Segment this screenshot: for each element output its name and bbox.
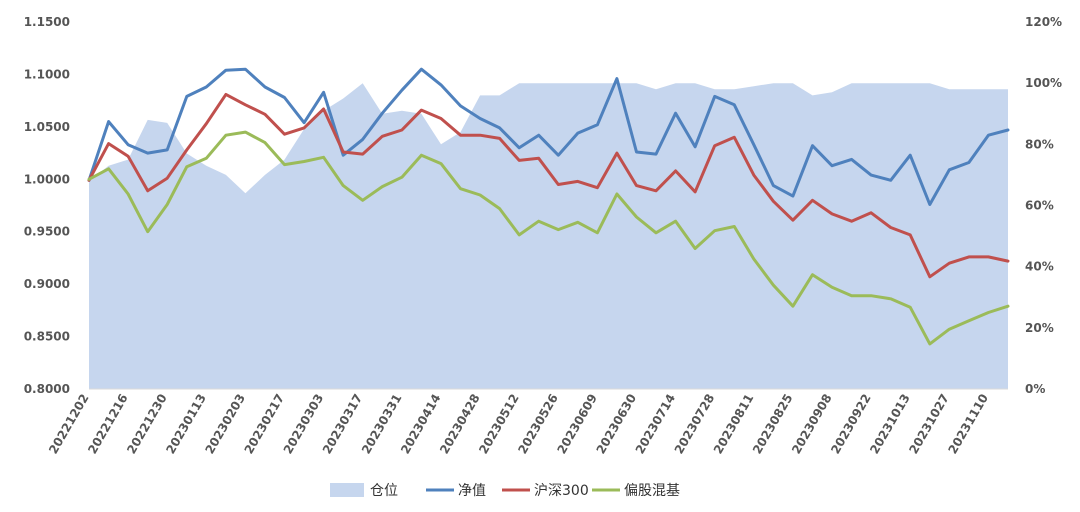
legend-swatch-area xyxy=(330,483,364,497)
right-axis: 0% 20% 40% 60% 80% 100% 120% xyxy=(1025,15,1062,396)
series-area-position xyxy=(89,83,1008,389)
x-tick-label: 20231027 xyxy=(906,391,952,456)
x-tick-label: 20230526 xyxy=(515,392,561,457)
left-tick-label: 1.1500 xyxy=(24,15,70,29)
left-tick-label: 1.0500 xyxy=(24,120,70,134)
x-tick-label: 20230714 xyxy=(633,392,679,457)
x-tick-label: 20230811 xyxy=(711,391,757,456)
left-tick-label: 0.9000 xyxy=(24,277,70,291)
legend: 仓位 净值 沪深300 偏股混基 xyxy=(330,482,680,499)
x-axis: 2022120220221216202212302023011320230203… xyxy=(46,388,1008,457)
x-tick-label: 20230113 xyxy=(163,391,209,456)
x-tick-label: 20221230 xyxy=(124,391,170,456)
left-tick-label: 0.8500 xyxy=(24,330,70,344)
legend-label: 偏股混基 xyxy=(624,482,680,499)
right-tick-label: 20% xyxy=(1025,321,1054,335)
x-tick-label: 20230825 xyxy=(750,391,796,456)
x-tick-label: 20230609 xyxy=(554,392,600,457)
series-line-2 xyxy=(87,92,1010,279)
right-tick-label: 60% xyxy=(1025,199,1054,213)
right-tick-label: 40% xyxy=(1025,260,1054,274)
right-tick-label: 120% xyxy=(1025,15,1062,29)
x-tick-label: 20230203 xyxy=(202,391,248,456)
series-line-3 xyxy=(87,130,1010,346)
left-tick-label: 0.9500 xyxy=(24,225,70,239)
series-line-1 xyxy=(87,67,1010,206)
x-tick-label: 20230630 xyxy=(594,392,640,457)
x-tick-label: 20230303 xyxy=(281,391,327,456)
x-tick-label: 20230331 xyxy=(359,392,405,457)
x-tick-label: 20221202 xyxy=(46,392,92,457)
right-tick-label: 100% xyxy=(1025,76,1062,90)
left-tick-label: 1.1000 xyxy=(24,67,70,81)
x-tick-label: 20231110 xyxy=(945,391,991,456)
x-tick-label: 20221216 xyxy=(85,391,131,456)
x-tick-label: 20230414 xyxy=(398,392,444,457)
right-tick-label: 80% xyxy=(1025,137,1054,151)
legend-label: 净值 xyxy=(458,483,486,499)
left-axis: 0.8000 0.8500 0.9000 0.9500 1.0000 1.0500 1.10… xyxy=(24,15,70,396)
line-layer xyxy=(87,67,1010,346)
right-tick-label: 0% xyxy=(1025,382,1045,396)
x-tick-label: 20230317 xyxy=(320,391,366,456)
x-tick-label: 20231013 xyxy=(867,391,913,456)
legend-label: 仓位 xyxy=(370,483,398,499)
x-tick-label: 20230428 xyxy=(437,392,483,457)
x-tick-label: 20230512 xyxy=(476,392,522,457)
x-tick-label: 20230922 xyxy=(828,391,874,456)
x-tick-label: 20230217 xyxy=(242,391,288,456)
left-tick-label: 1.0000 xyxy=(24,172,70,186)
x-tick-label: 20230908 xyxy=(789,391,835,456)
x-tick-label: 20230728 xyxy=(672,391,718,456)
left-tick-label: 0.8000 xyxy=(24,382,70,396)
legend-label: 沪深300 xyxy=(534,483,589,499)
area-layer xyxy=(89,83,1008,389)
